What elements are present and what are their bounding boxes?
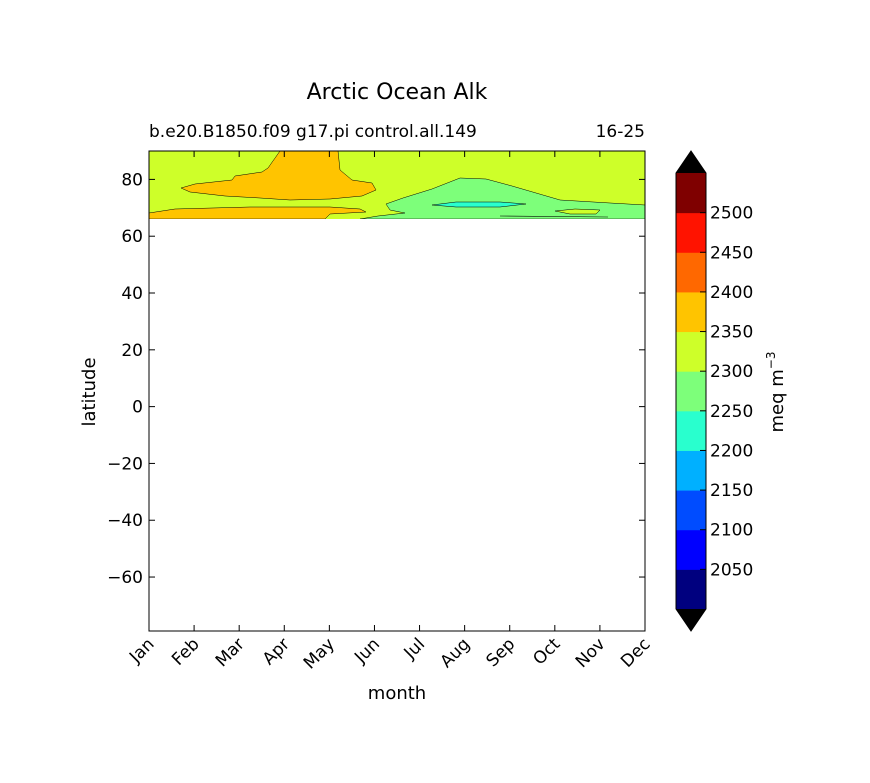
- colorbar-segment: [676, 410, 706, 451]
- plot-area: [148, 150, 646, 632]
- x-tick-label: Dec: [617, 634, 654, 671]
- x-tick-label: Jan: [125, 634, 158, 667]
- chart-subtitle-left: b.e20.B1850.f09 g17.pi control.all.149: [149, 122, 477, 142]
- y-axis-label: latitude: [79, 357, 100, 426]
- chart-subtitle-right: 16-25: [596, 122, 645, 142]
- x-axis-label: month: [368, 683, 426, 704]
- colorbar-segment: [676, 173, 706, 214]
- colorbar-tick-label: 2050: [710, 560, 753, 580]
- colorbar-segment: [676, 331, 706, 372]
- x-tick-label: Nov: [572, 634, 610, 672]
- contour-band-2250-2300: [359, 177, 645, 219]
- contour-band-2350-2400: [180, 151, 377, 201]
- x-tick-label: Aug: [437, 634, 475, 672]
- colorbar-tick-label: 2300: [710, 362, 753, 382]
- colorbar-tick-label: 2350: [710, 323, 753, 343]
- x-tick-label: Sep: [482, 634, 519, 671]
- colorbar-segment: [676, 529, 706, 570]
- x-tick-label: Jul: [400, 634, 429, 663]
- plot-background: [149, 151, 645, 631]
- y-tick-label: 40: [121, 284, 143, 304]
- colorbar-tick-label: 2450: [710, 243, 753, 263]
- contour-field: [149, 151, 645, 219]
- y-tick-label: 60: [121, 227, 143, 247]
- colorbar-segment: [676, 490, 706, 531]
- colorbar-tick-label: 2150: [710, 481, 753, 501]
- y-tick-label: −60: [107, 568, 143, 588]
- colorbar-segment: [676, 291, 706, 333]
- colorbar-label-unit: meq m: [767, 369, 788, 432]
- colorbar-outline: [675, 150, 707, 632]
- x-tick-label: Feb: [168, 634, 203, 669]
- colorbar-label-exponent: −3: [764, 352, 778, 370]
- colorbar-tick-label: 2250: [710, 402, 753, 422]
- colorbar-extend-max: [676, 151, 706, 173]
- colorbar-segment: [676, 450, 706, 491]
- colorbar-segment: [676, 212, 706, 253]
- plot-frame: [148, 150, 646, 632]
- y-tick-label: −40: [107, 511, 143, 531]
- y-tick-label: −20: [107, 454, 143, 474]
- y-axis: −60 −40 −20 0 20 40 60 80: [107, 170, 645, 588]
- colorbar-extend-min: [676, 609, 706, 631]
- colorbar-segment: [676, 252, 706, 293]
- contour-band-2350-2400: [149, 206, 367, 219]
- x-tick-label: May: [300, 634, 339, 673]
- contour-line: [499, 215, 609, 218]
- y-tick-label: 0: [132, 398, 143, 418]
- colorbar-segment: [676, 569, 706, 610]
- x-tick-label: Mar: [212, 634, 249, 671]
- y-tick-label: 20: [121, 341, 143, 361]
- contour-band-2300-2350-island: [554, 208, 601, 215]
- colorbar-tick-label: 2500: [710, 204, 753, 224]
- contour-band-2200-2250: [431, 201, 527, 208]
- colorbar-tick-label: 2400: [710, 283, 753, 303]
- colorbar-tick-label: 2100: [710, 521, 753, 541]
- colorbar: 2050 2100 2150 2200 2250 2300 2350 2400 2450 2500: [675, 150, 753, 632]
- colorbar-segment: [676, 371, 706, 412]
- x-tick-label: Apr: [259, 634, 294, 669]
- x-tick-label: Oct: [529, 634, 564, 669]
- x-tick-label: Jun: [350, 634, 384, 668]
- y-tick-label: 80: [121, 170, 143, 190]
- chart-title: Arctic Ocean Alk: [307, 80, 488, 105]
- colorbar-tick-label: 2200: [710, 441, 753, 461]
- colorbar-label: meq m−3: [764, 352, 788, 433]
